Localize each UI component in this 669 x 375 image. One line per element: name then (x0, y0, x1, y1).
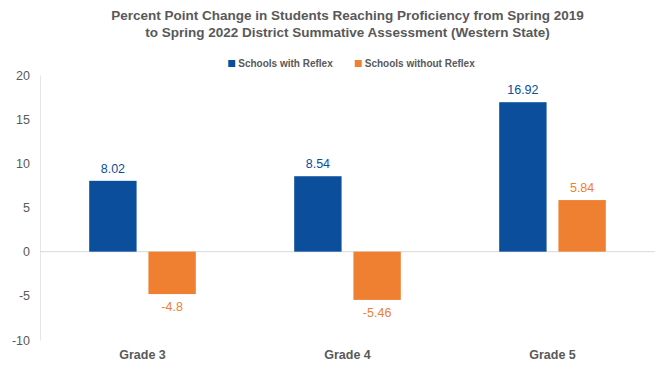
y-axis-line (40, 76, 41, 341)
bar (499, 102, 546, 251)
legend-swatch (355, 60, 362, 67)
legend-item: Schools without Reflex (355, 58, 475, 69)
x-tick: Grade 5 (529, 340, 576, 362)
bar (558, 200, 605, 252)
data-label: 8.02 (101, 162, 125, 176)
x-tick: Grade 4 (324, 340, 371, 362)
bar (89, 181, 136, 252)
x-tick: Grade 3 (119, 340, 166, 362)
chart: Percent Point Change in Students Reachin… (0, 0, 669, 375)
x-tick-label: Grade 3 (119, 348, 166, 362)
y-tick: 20 (16, 69, 40, 83)
y-tick: 10 (16, 157, 40, 171)
bar (148, 252, 195, 294)
bar (353, 252, 400, 300)
y-tick: 0 (23, 245, 40, 259)
legend-label: Schools with Reflex (238, 58, 333, 69)
legend: Schools with Reflex Schools without Refle… (228, 58, 475, 69)
legend-item: Schools with Reflex (228, 58, 333, 69)
y-tick-label: 15 (16, 113, 30, 127)
y-tick-label: -10 (12, 334, 30, 348)
data-label: 5.84 (570, 181, 594, 195)
title: Percent Point Change in Students Reachin… (111, 8, 584, 40)
data-label: -4.8 (161, 300, 183, 314)
y-tick-label: 10 (16, 157, 30, 171)
y-tick: -10 (12, 334, 40, 348)
y-tick-label: 5 (23, 201, 30, 215)
y-tick: 15 (16, 113, 40, 127)
data-label: -5.46 (363, 306, 392, 320)
data-label: 16.92 (507, 83, 538, 97)
x-tick-label: Grade 5 (529, 348, 576, 362)
x-tick-label: Grade 4 (324, 348, 371, 362)
bars (89, 102, 606, 300)
x-axis: Grade 3 Grade 4 Grade 5 (119, 340, 576, 362)
data-labels: 8.02 8.54 16.92 -4.8 -5.46 5.84 (101, 83, 595, 320)
y-axis: -10 -5 0 5 10 15 20 (12, 69, 41, 348)
y-tick-label: -5 (19, 289, 30, 303)
y-tick-label: 20 (16, 69, 30, 83)
bar (294, 176, 341, 251)
legend-label: Schools without Reflex (365, 58, 475, 69)
data-label: 8.54 (306, 157, 330, 171)
y-tick-label: 0 (23, 245, 30, 259)
legend-swatch (228, 60, 235, 67)
y-tick: 5 (23, 201, 40, 215)
y-tick: -5 (19, 289, 40, 303)
